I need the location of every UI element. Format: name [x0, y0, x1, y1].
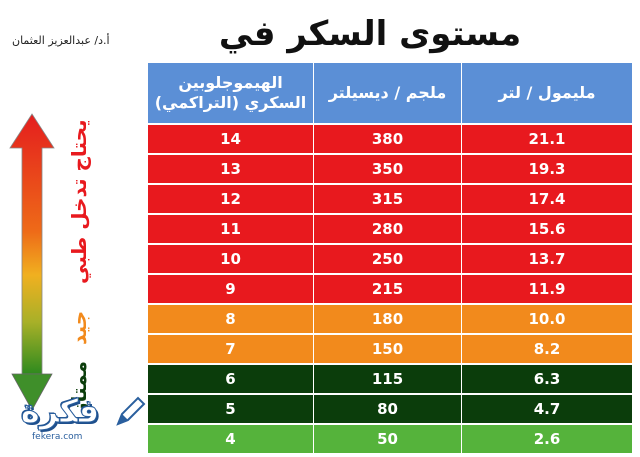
- cell-hba1c: 14: [147, 123, 314, 155]
- cell-hba1c: 7: [147, 333, 314, 365]
- cell-mmol: 11.9: [461, 273, 633, 305]
- cell-mmol: 10.0: [461, 303, 633, 335]
- pen-icon: [116, 396, 146, 426]
- table-row: 4 50 2.6: [147, 423, 633, 454]
- author-credit: أ.د/ عبدالعزيز العثمان: [12, 34, 110, 47]
- blood-sugar-table: الهيموجلوبين السكري (التراكمي) ملجم / دي…: [147, 62, 633, 454]
- table-row: 12 315 17.4: [147, 183, 633, 215]
- label-danger: يحتاج تدخل طبي: [67, 119, 91, 285]
- cell-mmol: 21.1: [461, 123, 633, 155]
- cell-mgdl: 350: [313, 153, 462, 185]
- cell-hba1c: 11: [147, 213, 314, 245]
- header-mgdl: ملجم / ديسيلتر: [313, 62, 462, 125]
- cell-mmol: 2.6: [461, 423, 633, 454]
- gradient-up-arrow-icon: [9, 113, 55, 411]
- cell-mgdl: 115: [313, 363, 462, 395]
- cell-hba1c: 10: [147, 243, 314, 275]
- header-hba1c: الهيموجلوبين السكري (التراكمي): [147, 62, 314, 125]
- header-mmol: مليمول / لتر: [461, 62, 633, 125]
- cell-mmol: 6.3: [461, 363, 633, 395]
- cell-hba1c: 5: [147, 393, 314, 425]
- cell-mgdl: 150: [313, 333, 462, 365]
- side-labels: يحتاج تدخل طبي جيد ممتاز: [54, 112, 104, 415]
- label-good: جيد: [67, 310, 91, 346]
- cell-mmol: 15.6: [461, 213, 633, 245]
- cell-mmol: 19.3: [461, 153, 633, 185]
- cell-hba1c: 13: [147, 153, 314, 185]
- site-logo: فكرة fekera.com: [4, 392, 154, 454]
- logo-url: fekera.com: [32, 432, 83, 442]
- cell-hba1c: 8: [147, 303, 314, 335]
- table-row: 11 280 15.6: [147, 213, 633, 245]
- cell-hba1c: 4: [147, 423, 314, 454]
- table-row: 9 215 11.9: [147, 273, 633, 305]
- logo-word: فكرة: [20, 392, 100, 431]
- table-row: 6 115 6.3: [147, 363, 633, 395]
- cell-mgdl: 315: [313, 183, 462, 215]
- page-title: مستوى السكر في الدم: [218, 14, 522, 102]
- table-header-row: الهيموجلوبين السكري (التراكمي) ملجم / دي…: [147, 62, 633, 125]
- table-row: 14 380 21.1: [147, 123, 633, 155]
- table-row: 10 250 13.7: [147, 243, 633, 275]
- cell-mgdl: 80: [313, 393, 462, 425]
- cell-mmol: 4.7: [461, 393, 633, 425]
- cell-mgdl: 280: [313, 213, 462, 245]
- cell-mgdl: 250: [313, 243, 462, 275]
- cell-mgdl: 380: [313, 123, 462, 155]
- cell-hba1c: 6: [147, 363, 314, 395]
- table-row: 13 350 19.3: [147, 153, 633, 185]
- cell-hba1c: 12: [147, 183, 314, 215]
- table-row: 7 150 8.2: [147, 333, 633, 365]
- cell-mmol: 8.2: [461, 333, 633, 365]
- cell-mgdl: 180: [313, 303, 462, 335]
- cell-mgdl: 50: [313, 423, 462, 454]
- cell-hba1c: 9: [147, 273, 314, 305]
- table-row: 8 180 10.0: [147, 303, 633, 335]
- table-row: 5 80 4.7: [147, 393, 633, 425]
- cell-mmol: 17.4: [461, 183, 633, 215]
- cell-mgdl: 215: [313, 273, 462, 305]
- cell-mmol: 13.7: [461, 243, 633, 275]
